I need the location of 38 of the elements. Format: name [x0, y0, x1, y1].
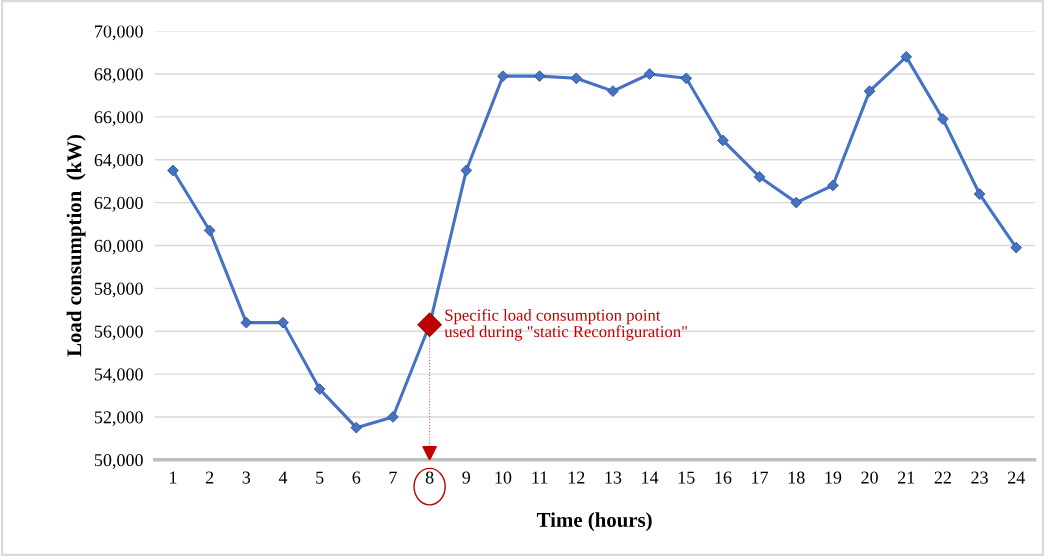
x-tick-label: 7 [389, 471, 397, 484]
y-tick-label: 54,000 [94, 368, 143, 384]
x-tick-label: 22 [934, 471, 951, 484]
x-tick-label: 11 [532, 471, 548, 484]
y-tick-label: 52,000 [94, 411, 143, 426]
y-tick-label: 58,000 [94, 282, 143, 298]
x-tick-label: 10 [495, 471, 512, 484]
y-axis-title: Load consumption (kW) [66, 134, 86, 357]
x-tick-label: 23 [971, 471, 988, 484]
x-tick-label: 12 [568, 471, 585, 484]
y-tick-label: 68,000 [94, 68, 143, 84]
x-tick-label: 4 [278, 471, 288, 484]
x-tick-label: 18 [788, 471, 805, 484]
annotation: Specific load consumption point used during "static Reconfiguration" [444, 308, 687, 341]
y-tick-label: 62,000 [94, 196, 143, 212]
x-tick-label: 15 [678, 471, 695, 484]
y-tick-label: 70,000 [95, 25, 143, 41]
x-tick-label: 24 [1007, 471, 1025, 484]
y-tick-label: 64,000 [94, 154, 143, 169]
y-tick-label: 66,000 [94, 111, 143, 126]
x-tick-label: 21 [898, 471, 915, 484]
x-tick-label: 3 [242, 471, 251, 484]
x-tick-label: 1 [170, 471, 177, 484]
x-tick-label: 9 [462, 471, 471, 484]
x-tick-label: 13 [605, 471, 622, 484]
x-tick-label: 2 [205, 471, 214, 484]
y-tick-label: 50,000 [94, 454, 143, 469]
x-tick-label: 16 [715, 471, 732, 484]
x-tick-label: 8 [425, 471, 434, 484]
x-tick-label: 20 [861, 471, 878, 484]
x-axis-title: Time (hours) [536, 512, 652, 532]
x-tick-label: 6 [352, 471, 361, 484]
y-tick-label: 56,000 [94, 325, 143, 341]
x-tick-label: 14 [642, 471, 659, 484]
y-tick-label: 60,000 [94, 239, 143, 255]
x-tick-label: 17 [752, 471, 769, 484]
x-tick-label: 19 [825, 471, 842, 484]
x-tick-label: 5 [316, 471, 324, 484]
